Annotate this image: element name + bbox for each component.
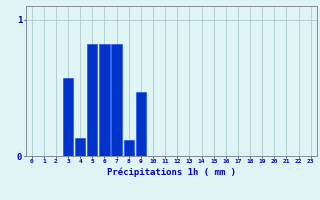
Bar: [136, 92, 146, 156]
Bar: [124, 140, 134, 156]
Bar: [111, 44, 122, 156]
X-axis label: Précipitations 1h ( mm ): Précipitations 1h ( mm ): [107, 167, 236, 177]
Bar: [99, 44, 110, 156]
Bar: [63, 78, 73, 156]
Bar: [75, 138, 85, 156]
Bar: [87, 44, 98, 156]
